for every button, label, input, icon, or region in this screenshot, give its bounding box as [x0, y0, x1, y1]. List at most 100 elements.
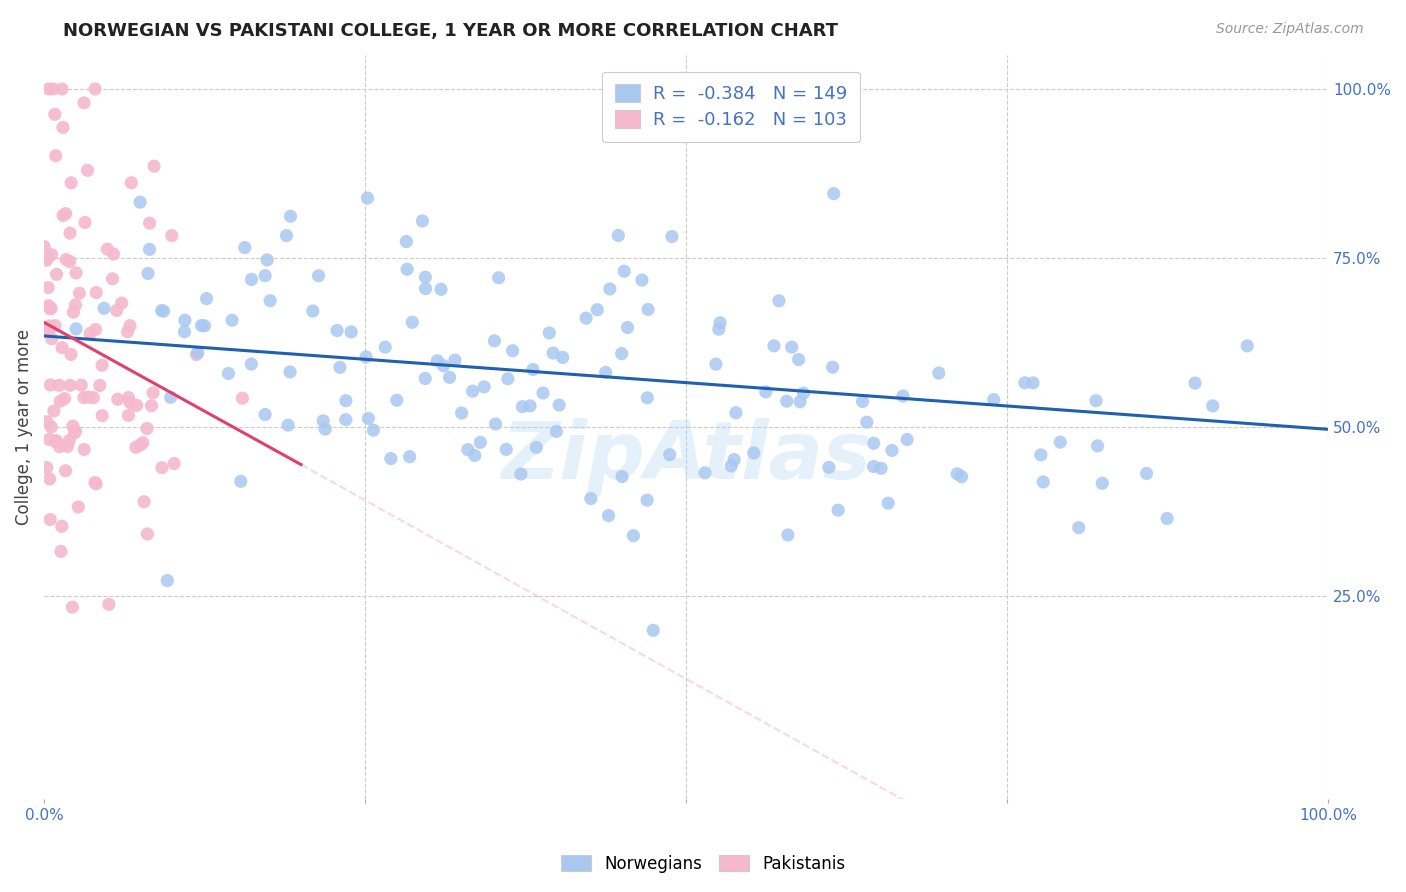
Point — [84, 285, 107, 300]
Legend: Norwegians, Pakistanis: Norwegians, Pakistanis — [554, 848, 852, 880]
Point — [524, 441, 547, 455]
Point — [704, 357, 727, 371]
Point — [173, 325, 195, 339]
Point — [643, 624, 665, 638]
Point — [312, 414, 335, 428]
Point — [60, 600, 83, 615]
Point — [776, 394, 799, 409]
Point — [91, 409, 114, 423]
Point — [93, 301, 115, 316]
Point — [174, 313, 197, 327]
Point — [502, 343, 524, 358]
Point — [84, 82, 107, 96]
Point — [73, 215, 96, 229]
Point — [607, 228, 630, 243]
Point — [827, 503, 849, 517]
Point — [415, 282, 437, 296]
Point — [195, 292, 218, 306]
Point — [45, 149, 67, 163]
Point — [84, 322, 107, 336]
Point — [896, 433, 918, 447]
Point — [599, 282, 621, 296]
Point — [484, 334, 506, 348]
Point — [142, 385, 165, 400]
Point — [1091, 476, 1114, 491]
Point — [856, 415, 879, 429]
Point — [65, 298, 87, 312]
Point — [38, 472, 60, 486]
Point — [374, 340, 396, 354]
Point — [60, 347, 83, 361]
Point — [129, 195, 152, 210]
Point — [470, 435, 492, 450]
Point — [457, 442, 479, 457]
Point — [363, 423, 385, 437]
Point — [138, 216, 160, 230]
Point — [70, 378, 93, 392]
Point — [792, 386, 814, 401]
Point — [851, 394, 873, 409]
Point — [631, 273, 654, 287]
Point — [67, 286, 90, 301]
Point — [595, 366, 617, 380]
Point — [450, 406, 472, 420]
Point — [1156, 511, 1178, 525]
Point — [32, 239, 55, 253]
Point — [256, 252, 278, 267]
Point — [73, 442, 96, 457]
Point — [84, 476, 107, 491]
Point — [38, 324, 60, 338]
Point — [117, 409, 139, 423]
Point — [233, 241, 256, 255]
Point — [48, 378, 70, 392]
Point — [103, 247, 125, 261]
Point — [818, 460, 841, 475]
Point — [683, 82, 706, 96]
Point — [51, 519, 73, 533]
Point — [111, 296, 134, 310]
Point — [862, 436, 884, 450]
Point — [163, 457, 186, 471]
Point — [35, 460, 58, 475]
Point — [136, 421, 159, 435]
Point — [138, 243, 160, 257]
Point — [62, 419, 84, 434]
Point — [586, 302, 609, 317]
Point — [35, 415, 58, 429]
Point — [1135, 467, 1157, 481]
Point — [776, 528, 799, 542]
Point — [59, 378, 82, 392]
Point — [63, 425, 86, 440]
Point — [1067, 521, 1090, 535]
Text: Source: ZipAtlas.com: Source: ZipAtlas.com — [1216, 22, 1364, 37]
Point — [709, 316, 731, 330]
Point — [38, 433, 60, 447]
Point — [1029, 448, 1052, 462]
Point — [37, 323, 59, 337]
Point — [742, 446, 765, 460]
Point — [38, 299, 60, 313]
Point — [77, 390, 100, 404]
Point — [950, 469, 973, 483]
Point — [42, 404, 65, 418]
Point — [862, 459, 884, 474]
Point — [55, 206, 77, 220]
Point — [329, 360, 352, 375]
Text: ZipAtlas: ZipAtlas — [501, 418, 872, 496]
Point — [193, 318, 215, 333]
Point — [610, 469, 633, 483]
Point — [724, 406, 747, 420]
Point — [132, 435, 155, 450]
Point — [762, 339, 785, 353]
Point — [42, 82, 65, 96]
Point — [38, 318, 60, 333]
Point — [488, 270, 510, 285]
Point — [53, 392, 76, 406]
Point — [117, 325, 139, 339]
Point — [186, 347, 208, 361]
Point — [44, 318, 66, 333]
Point — [59, 226, 82, 240]
Point — [1022, 376, 1045, 390]
Point — [637, 302, 659, 317]
Point — [51, 82, 73, 96]
